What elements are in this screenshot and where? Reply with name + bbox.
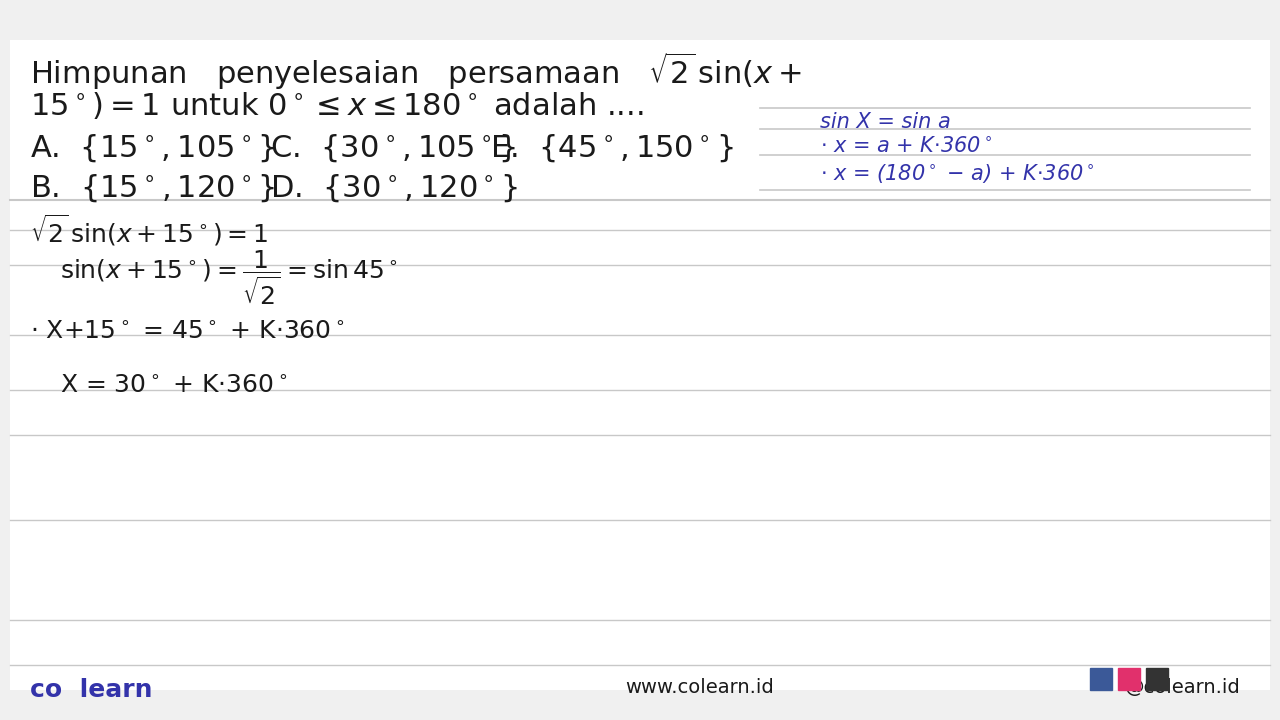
Bar — [1146, 668, 1169, 690]
Bar — [1091, 668, 1112, 690]
Text: co  learn: co learn — [29, 678, 152, 702]
Text: E.  $\{45^\circ, 150^\circ\}$: E. $\{45^\circ, 150^\circ\}$ — [490, 132, 733, 163]
Text: Himpunan   penyelesaian   persamaan   $\sqrt{2}\,\sin(x +$: Himpunan penyelesaian persamaan $\sqrt{2… — [29, 50, 803, 92]
Text: X = 30$^\circ$ + K$\cdot$360$^\circ$: X = 30$^\circ$ + K$\cdot$360$^\circ$ — [60, 374, 287, 398]
Text: D.  $\{30^\circ, 120^\circ\}$: D. $\{30^\circ, 120^\circ\}$ — [270, 172, 518, 204]
Text: B.  $\{15^\circ, 120^\circ\}$: B. $\{15^\circ, 120^\circ\}$ — [29, 172, 275, 204]
Text: A.  $\{15^\circ, 105^\circ\}$: A. $\{15^\circ, 105^\circ\}$ — [29, 132, 275, 163]
FancyBboxPatch shape — [10, 40, 1270, 690]
Bar — [1117, 668, 1140, 690]
Text: @colearn.id: @colearn.id — [1124, 678, 1240, 697]
Text: www.colearn.id: www.colearn.id — [626, 678, 774, 697]
Text: $\cdot$ x = a + K$\cdot$360$^\circ$: $\cdot$ x = a + K$\cdot$360$^\circ$ — [820, 136, 992, 156]
Text: C.  $\{30^\circ, 105^\circ\}$: C. $\{30^\circ, 105^\circ\}$ — [270, 132, 516, 163]
Text: $\sin(x+15^\circ) = \dfrac{1}{\sqrt{2}} = \sin 45^\circ$: $\sin(x+15^\circ) = \dfrac{1}{\sqrt{2}} … — [60, 249, 398, 307]
Text: $\cdot$ X+15$^\circ$ = 45$^\circ$ + K$\cdot$360$^\circ$: $\cdot$ X+15$^\circ$ = 45$^\circ$ + K$\c… — [29, 320, 344, 344]
Text: $15^\circ) = 1$ untuk $0^\circ \leq x \leq 180^\circ$ adalah ....: $15^\circ) = 1$ untuk $0^\circ \leq x \l… — [29, 90, 644, 121]
Text: $\cdot$ x = (180$^\circ$ $-$ a) + K$\cdot$360$^\circ$: $\cdot$ x = (180$^\circ$ $-$ a) + K$\cdo… — [820, 162, 1094, 185]
Text: $\sqrt{2}\,\sin(x+15^\circ) = 1$: $\sqrt{2}\,\sin(x+15^\circ) = 1$ — [29, 212, 269, 248]
Text: sin X = sin a: sin X = sin a — [820, 112, 951, 132]
